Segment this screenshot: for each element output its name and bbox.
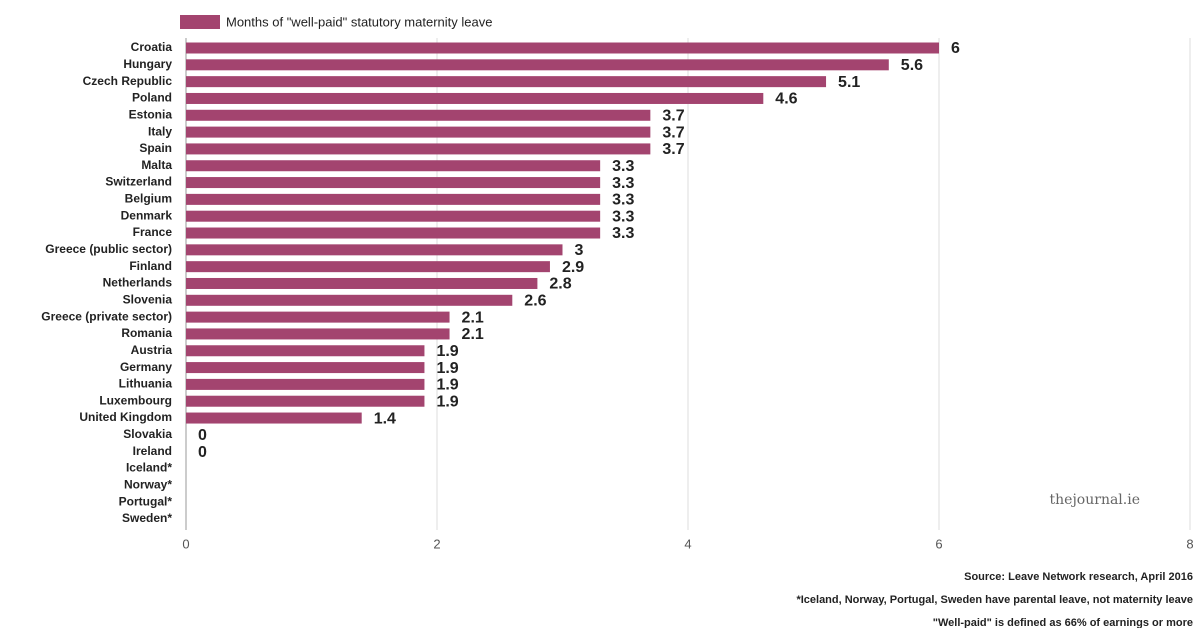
footnote: "Well-paid" is defined as 66% of earning… (933, 617, 1193, 628)
x-tick-label: 0 (182, 536, 189, 551)
x-tick-label: 8 (1186, 536, 1193, 551)
bar (186, 177, 601, 189)
y-tick-label: Belgium (125, 192, 172, 206)
value-label: 1.9 (436, 377, 458, 394)
bar (186, 92, 764, 104)
bar (186, 193, 601, 205)
y-tick-label: Denmark (121, 208, 173, 222)
value-label: 3.7 (662, 141, 684, 158)
value-label: 3.3 (612, 175, 634, 192)
y-tick-label: Sweden* (122, 511, 172, 525)
y-tick-label: Slovenia (123, 292, 173, 306)
y-tick-label: Norway* (124, 477, 172, 491)
value-label: 3.7 (662, 124, 684, 141)
value-label: 6 (951, 40, 960, 57)
value-label: 5.1 (838, 74, 860, 91)
bar (186, 76, 827, 88)
bar (186, 59, 889, 71)
bar (186, 345, 425, 357)
bar (186, 395, 425, 407)
legend-label: Months of "well-paid" statutory maternit… (226, 14, 492, 29)
y-tick-label: Poland (132, 91, 172, 105)
footnote: Source: Leave Network research, April 20… (964, 571, 1193, 583)
bar (186, 277, 538, 289)
x-tick-label: 6 (935, 536, 942, 551)
bar (186, 244, 563, 256)
value-label: 3.3 (612, 192, 634, 209)
value-label: 3.3 (612, 225, 634, 242)
bar (186, 362, 425, 374)
y-tick-label: Malta (141, 158, 172, 172)
y-tick-label: Portugal* (119, 494, 173, 508)
y-tick-label: United Kingdom (79, 410, 172, 424)
y-tick-label: Estonia (129, 107, 173, 121)
value-label: 3.7 (662, 107, 684, 124)
y-tick-label: Slovakia (123, 427, 172, 441)
y-tick-label: Lithuania (119, 377, 173, 391)
bar (186, 261, 550, 273)
y-tick-label: Luxembourg (99, 393, 172, 407)
y-tick-label: Italy (148, 124, 172, 138)
bar (186, 311, 450, 323)
bar (186, 126, 651, 138)
value-label: 2.8 (549, 276, 571, 293)
watermark: thejournal.ie (1050, 492, 1140, 508)
value-label: 1.9 (436, 343, 458, 360)
value-label: 3.3 (612, 208, 634, 225)
value-label: 2.1 (462, 326, 484, 343)
bar (186, 412, 362, 424)
bar (186, 328, 450, 340)
y-tick-label: Finland (129, 259, 172, 273)
y-tick-label: Hungary (123, 57, 172, 71)
value-label: 3.3 (612, 158, 634, 175)
value-label: 5.6 (901, 57, 923, 74)
value-label: 2.9 (562, 259, 584, 276)
y-tick-label: France (133, 225, 173, 239)
y-tick-label: Iceland* (126, 461, 172, 475)
y-tick-label: Romania (121, 326, 172, 340)
y-tick-label: Ireland (133, 444, 172, 458)
bar (186, 109, 651, 121)
value-label: 3 (575, 242, 584, 259)
value-label: 2.1 (462, 309, 484, 326)
bar (186, 294, 513, 306)
bar (186, 42, 939, 54)
y-tick-label: Austria (131, 343, 173, 357)
x-tick-label: 2 (433, 536, 440, 551)
value-label: 1.9 (436, 393, 458, 410)
bar (186, 143, 651, 155)
y-tick-label: Switzerland (105, 175, 172, 189)
value-label: 1.9 (436, 360, 458, 377)
x-tick-label: 4 (684, 536, 691, 551)
y-tick-label: Greece (public sector) (45, 242, 172, 256)
value-label: 0 (198, 444, 207, 461)
value-label: 2.6 (524, 293, 546, 310)
y-tick-label: Czech Republic (83, 74, 173, 88)
y-tick-label: Germany (120, 360, 172, 374)
value-label: 4.6 (775, 91, 797, 108)
bar (186, 378, 425, 390)
footnote: *Iceland, Norway, Portugal, Sweden have … (796, 594, 1193, 606)
y-tick-label: Croatia (131, 40, 173, 54)
legend-swatch (180, 15, 220, 29)
bar (186, 160, 601, 172)
y-tick-label: Spain (139, 141, 172, 155)
bar (186, 210, 601, 222)
value-label: 1.4 (374, 410, 396, 427)
value-label: 0 (198, 427, 207, 444)
y-tick-label: Netherlands (103, 276, 173, 290)
y-tick-label: Greece (private sector) (41, 309, 172, 323)
bar (186, 227, 601, 239)
